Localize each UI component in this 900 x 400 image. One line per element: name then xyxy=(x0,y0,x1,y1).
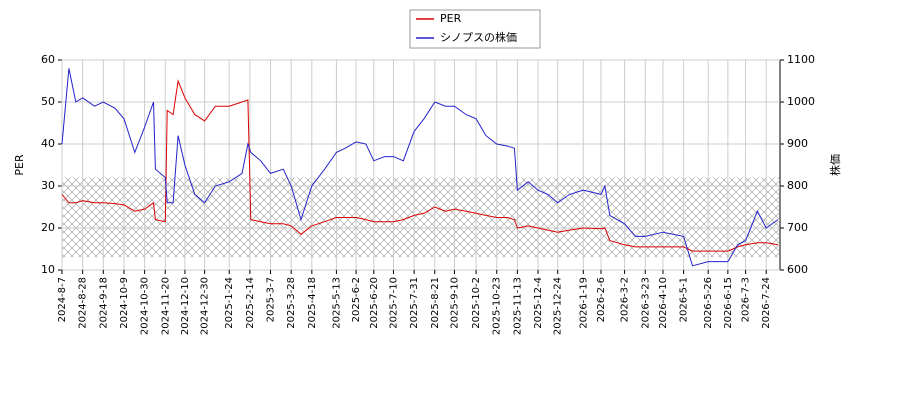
legend-box xyxy=(409,9,541,49)
x-tick-label: 2026-1-19 xyxy=(578,277,589,329)
x-tick-label: 2026-5-26 xyxy=(703,277,714,329)
x-tick-label: 2026-3-23 xyxy=(640,277,651,329)
x-tick-label: 2025-6-2 xyxy=(351,277,362,322)
x-tick-label: 2025-1-24 xyxy=(224,277,235,329)
shaded-range xyxy=(62,177,780,258)
x-tick-label: 2026-3-2 xyxy=(620,277,631,322)
x-tick-label: 2025-12-4 xyxy=(533,277,544,329)
x-tick-label: 2024-10-9 xyxy=(119,277,130,329)
x-tick-label: 2025-3-28 xyxy=(286,277,297,329)
x-tick-label: 2024-11-20 xyxy=(160,277,171,335)
x-tick-label: 2025-2-14 xyxy=(245,277,256,329)
y2-tick-label: 1000 xyxy=(787,95,815,108)
y-tick-label: 30 xyxy=(41,179,55,192)
x-tick-label: 2025-9-10 xyxy=(449,277,460,329)
y-tick-label: 40 xyxy=(41,137,55,150)
series-line xyxy=(61,68,779,267)
x-tick-label: 2024-8-28 xyxy=(78,277,89,329)
x-tick-label: 2025-7-10 xyxy=(388,277,399,329)
y2-tick-label: 1100 xyxy=(787,53,815,66)
x-tick-label: 2024-9-18 xyxy=(98,277,109,329)
x-tick-label: 2025-7-31 xyxy=(409,277,420,329)
x-tick-label: 2025-8-21 xyxy=(430,277,441,329)
x-tick-label: 2024-12-10 xyxy=(180,277,191,335)
legend-label: シノプスの株価 xyxy=(440,30,517,44)
x-tick-label: 2026-4-10 xyxy=(658,277,669,329)
x-tick-label: 2025-10-23 xyxy=(492,277,503,335)
y2-axis-label: 株価 xyxy=(828,154,842,176)
x-tick-label: 2025-6-20 xyxy=(369,277,380,329)
x-tick-label: 2025-12-24 xyxy=(553,277,564,335)
series-line xyxy=(61,79,779,252)
x-tick-label: 2026-6-15 xyxy=(723,277,734,329)
x-tick-label: 2026-7-3 xyxy=(741,277,752,322)
x-tick-label: 2025-5-13 xyxy=(331,277,342,329)
x-tick-label: 2025-3-7 xyxy=(266,277,277,322)
y-tick-label: 20 xyxy=(41,221,55,234)
x-tick-label: 2024-12-30 xyxy=(200,277,211,335)
y-tick-label: 50 xyxy=(41,95,55,108)
y-axis-label: PER xyxy=(13,154,26,176)
y2-tick-label: 800 xyxy=(787,179,808,192)
x-tick-label: 2024-10-30 xyxy=(140,277,151,335)
x-tick-label: 2025-10-2 xyxy=(471,277,482,329)
legend-label: PER xyxy=(440,12,462,25)
y2-tick-label: 700 xyxy=(787,221,808,234)
y-tick-label: 60 xyxy=(41,53,55,66)
x-tick-label: 2025-4-18 xyxy=(307,277,318,329)
y-tick-label: 10 xyxy=(41,263,55,276)
x-tick-label: 2024-8-7 xyxy=(57,277,68,322)
y2-tick-label: 600 xyxy=(787,263,808,276)
x-tick-label: 2025-11-13 xyxy=(512,277,523,335)
x-tick-label: 2026-7-24 xyxy=(761,277,772,329)
x-tick-label: 2026-5-1 xyxy=(679,277,690,322)
legend xyxy=(409,9,541,49)
y2-tick-label: 900 xyxy=(787,137,808,150)
x-tick-label: 2026-2-6 xyxy=(596,277,607,322)
